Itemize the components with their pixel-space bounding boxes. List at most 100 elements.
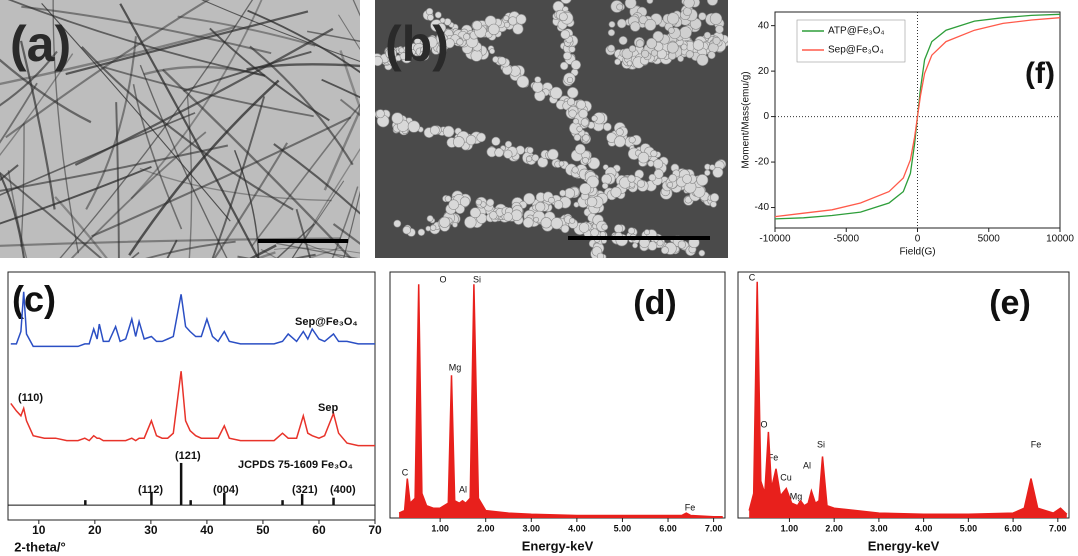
x-tick-label: 0 [915,234,921,245]
x-tick-label: 7.00 [1049,523,1067,533]
y-tick-label: 40 [758,20,770,31]
fiber [224,264,351,352]
particle [683,175,692,184]
particle [713,37,720,44]
x-tick-label: 6.00 [1004,523,1022,533]
particle [430,225,436,231]
fiber [304,243,617,357]
legend-label: ATP@Fe₃O₄ [828,26,884,37]
peak-label: Fe [1031,439,1042,449]
particle [667,13,679,25]
fiber [0,256,77,394]
particle [574,134,581,141]
particle [678,241,686,249]
fiber [94,240,177,367]
x-axis-label: Energy-keV [522,538,594,553]
particle [649,174,656,181]
particle [535,77,541,83]
particle [657,240,663,246]
particle [489,212,497,220]
particle [653,159,662,168]
particle [573,119,579,125]
particle [408,121,420,133]
x-tick-label: 40 [200,523,214,537]
peak-label: Fe [685,502,696,512]
particle [439,217,450,228]
particle [403,226,411,234]
x-tick-label: 5000 [978,234,1001,245]
x-tick-label: -5000 [833,234,859,245]
particle [592,116,598,122]
particle [526,156,531,161]
peak-label: Cu [780,472,792,482]
particle [602,183,608,189]
particle [541,217,552,228]
particle [603,123,611,131]
peak-label: Al [803,460,811,470]
particle [571,60,580,69]
particle [418,229,425,236]
fiber [8,247,341,373]
particle [449,200,459,210]
particle [637,180,645,188]
x-axis-label: 2-theta/° [14,539,65,554]
particle [527,147,533,153]
particle [632,243,637,248]
particle [601,174,611,184]
particle [376,110,384,118]
particle [710,193,718,201]
particle [627,61,632,66]
y-tick-label: 20 [758,66,770,77]
panel-label: (b) [385,16,449,72]
x-tick-label: 20 [88,523,102,537]
particle [569,218,575,224]
particle [487,199,494,206]
particle [457,39,464,46]
particle [617,4,623,10]
fiber [122,252,275,325]
y-tick-label: 0 [763,111,769,122]
peak-label: (321) [292,484,318,496]
particle [560,190,566,196]
figure: (a) (b) -10000-50000500010000-40-2002040… [0,0,1078,556]
y-tick-label: -40 [755,202,770,213]
particle [427,215,433,221]
series-label: Sep@Fe₃O₄ [295,316,358,328]
particle [710,201,716,207]
particle [550,87,562,99]
particle [563,52,571,60]
peak-label: O [439,274,446,284]
particle [646,38,656,48]
particle [498,57,506,65]
x-tick-label: 3.00 [870,523,888,533]
x-tick-label: 6.00 [659,523,677,533]
particle [617,19,626,28]
particle [628,228,635,235]
particle [463,33,469,39]
x-axis-label: Field(G) [899,247,935,258]
particle [567,77,573,83]
particle [629,182,635,188]
x-tick-label: 1.00 [431,523,449,533]
particle [710,13,722,25]
particle [575,144,585,154]
particle [561,30,570,39]
peak-label: C [749,272,756,282]
panel-label: (a) [10,16,71,72]
particle [517,76,529,88]
particle [532,82,543,93]
x-tick-label: -10000 [759,234,791,245]
x-tick-label: 10000 [1046,234,1074,245]
particle [488,24,499,35]
peak-label: O [760,419,767,429]
particle [715,25,723,33]
particle [629,45,636,52]
particle [608,29,615,36]
particle [616,128,623,135]
peak-label: Al [459,484,467,494]
particle [647,0,653,4]
particle [554,200,563,209]
particle [582,157,588,163]
plot-frame [8,272,375,520]
x-tick-label: 3.00 [523,523,541,533]
